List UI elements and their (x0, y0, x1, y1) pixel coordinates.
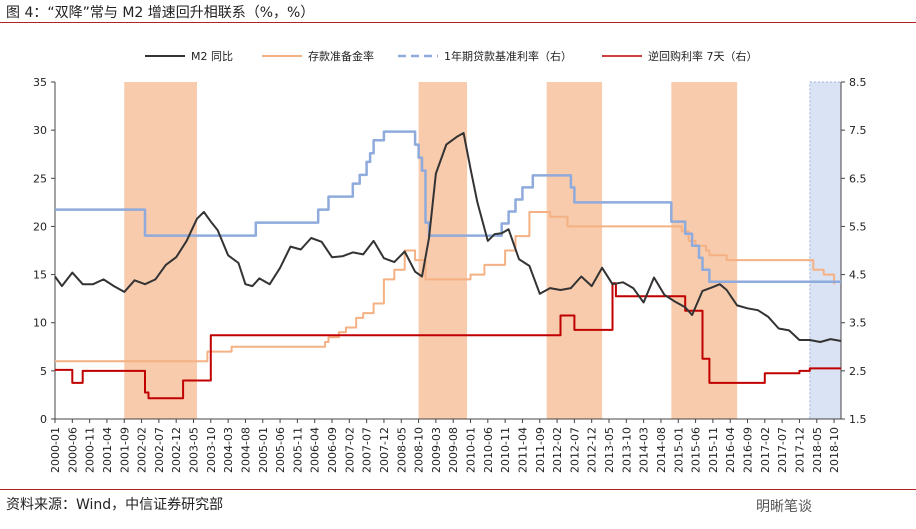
x-tick-label: 2001-04 (101, 427, 114, 473)
x-tick-label: 2017-07 (776, 427, 789, 473)
x-tick-label: 2018-10 (828, 427, 841, 473)
x-tick-label: 2012-02 (551, 427, 564, 473)
x-tick-label: 2009-03 (430, 427, 443, 473)
source-note: 资料来源：Wind，中信证券研究部 (6, 497, 224, 513)
x-tick-label: 2001-09 (118, 427, 131, 473)
y-left-tick-label: 5 (40, 365, 47, 378)
shaded-period (546, 82, 603, 419)
x-tick-label: 2000-11 (84, 427, 97, 473)
x-tick-label: 2015-11 (707, 427, 720, 473)
x-tick-label: 2011-04 (516, 427, 529, 473)
shaded-period (124, 82, 197, 419)
y-left-tick-label: 15 (33, 269, 47, 282)
y-left-tick-label: 10 (33, 317, 47, 330)
y-left-tick-label: 25 (33, 172, 47, 185)
x-tick-label: 2010-01 (465, 427, 478, 473)
x-tick-label: 2007-02 (343, 427, 356, 473)
x-tick-label: 2007-12 (378, 427, 391, 473)
y-right-tick-label: 7.5 (849, 124, 867, 137)
series-line (55, 130, 841, 284)
axes: 0 5 10 15 20 25 30 35 1.5 2.5 3.5 4.5 5.5 6.5 7.5 8.5 20… (33, 76, 867, 473)
x-tick-label: 2006-09 (326, 427, 339, 473)
shaded-period (809, 81, 842, 420)
x-tick-label: 2016-09 (742, 427, 755, 473)
legend-label: 存款准备金率 (308, 49, 374, 63)
bottom-rule (0, 489, 916, 490)
series-line (55, 282, 841, 400)
x-tick-label: 2003-05 (188, 427, 201, 473)
x-tick-label: 2005-11 (291, 427, 304, 473)
x-tick-label: 2008-05 (395, 427, 408, 473)
y-right-tick-label: 3.5 (849, 317, 867, 330)
y-left-tick-label: 30 (33, 124, 47, 137)
x-tick-label: 2003-10 (205, 427, 218, 473)
x-tick-label: 2006-04 (309, 427, 322, 473)
top-rule (0, 22, 916, 23)
x-tick-label: 2013-05 (603, 427, 616, 473)
x-tick-label: 2000-06 (66, 427, 79, 473)
x-tick-label: 2005-06 (274, 427, 287, 473)
x-tick-label: 2011-09 (534, 427, 547, 473)
x-tick-label: 2008-10 (413, 427, 426, 473)
shaded-period (671, 82, 738, 419)
x-tick-label: 2004-08 (239, 427, 252, 473)
y-left-tick-label: 20 (33, 220, 47, 233)
x-tick-label: 2004-03 (222, 427, 235, 473)
x-tick-label: 2015-06 (690, 427, 703, 473)
legend-label: 逆回购利率 7天（右） (648, 49, 758, 63)
legend-label: 1年期贷款基准利率（右） (444, 49, 572, 63)
x-tick-label: 2002-12 (170, 427, 183, 473)
x-tick-label: 2007-07 (361, 427, 374, 473)
x-tick-label: 2014-03 (638, 427, 651, 473)
x-tick-label: 2002-02 (136, 427, 149, 473)
series-lines (54, 130, 842, 400)
y-right-tick-label: 4.5 (849, 269, 867, 282)
y-left-tick-label: 35 (33, 76, 47, 89)
y-right-tick-label: 5.5 (849, 220, 867, 233)
x-tick-label: 2002-07 (153, 427, 166, 473)
x-tick-label: 2009-08 (447, 427, 460, 473)
chart-title: 图 4：“双降”常与 M2 增速回升相联系（%，%） (6, 5, 315, 21)
x-tick-label: 2016-04 (724, 427, 737, 473)
x-tick-label: 2005-01 (257, 427, 270, 473)
y-right-tick-label: 1.5 (849, 413, 867, 426)
x-tick-label: 2000-01 (49, 427, 62, 473)
x-tick-label: 2013-10 (620, 427, 633, 473)
y-right-tick-label: 6.5 (849, 172, 867, 185)
x-tick-label: 2012-07 (568, 427, 581, 473)
series-line (54, 132, 842, 343)
y-right-tick-label: 2.5 (849, 365, 867, 378)
x-tick-label: 2018-05 (811, 427, 824, 473)
x-tick-label: 2017-02 (759, 427, 772, 473)
x-tick-label: 2014-08 (655, 427, 668, 473)
x-tick-label: 2010-11 (499, 427, 512, 473)
shaded-periods (124, 81, 842, 420)
chart-area: 0 5 10 15 20 25 30 35 1.5 2.5 3.5 4.5 5.5 6.5 7.5 8.5 20… (33, 49, 867, 473)
watermark-label: 明晰笔谈 (756, 499, 812, 515)
x-tick-label: 2012-12 (586, 427, 599, 473)
y-right-tick-label: 8.5 (849, 76, 867, 89)
legend: M2 同比 存款准备金率 1年期贷款基准利率（右） 逆回购利率 7天（右） (145, 49, 758, 63)
legend-label: M2 同比 (191, 50, 233, 63)
x-tick-label: 2015-01 (672, 427, 685, 473)
x-tick-label: 2010-06 (482, 427, 495, 473)
x-tick-label: 2017-12 (793, 427, 806, 473)
y-left-tick-label: 0 (40, 413, 47, 426)
series-line (55, 211, 836, 363)
